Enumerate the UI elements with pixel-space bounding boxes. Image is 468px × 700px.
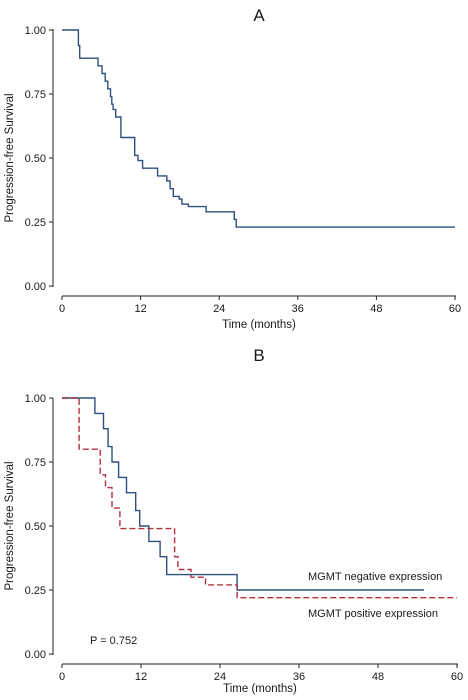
survival-curve-overall — [62, 29, 455, 228]
panel-b-x-ticks: 0 12 24 36 48 60 — [59, 664, 463, 683]
y-tick-label: 0.00 — [25, 281, 46, 293]
panel-b-x-axis-title: Time (months) — [223, 683, 297, 695]
panel-b-y-ticks: 0.00 0.25 0.50 0.75 1.00 — [25, 393, 53, 661]
x-tick-label: 0 — [59, 671, 65, 683]
x-tick-label: 60 — [449, 303, 461, 315]
legend-label-mgmt-positive: MGMT positive expression — [308, 608, 438, 620]
x-tick-label: 12 — [134, 303, 146, 315]
panel-a-y-ticks: 0.00 0.25 0.50 0.75 1.00 — [25, 25, 53, 293]
panel-a-y-axis-title: Progression-free Survival — [4, 93, 16, 222]
panel-b: B 0.00 0.25 0.50 0.75 1.00 0 12 24 36 48 60 Time … — [4, 346, 463, 695]
legend-label-mgmt-negative: MGMT negative expression — [308, 571, 442, 583]
x-tick-label: 36 — [292, 303, 304, 315]
panel-b-series — [62, 397, 457, 599]
panel-a-x-ticks: 0 12 24 36 48 60 — [59, 296, 461, 315]
y-tick-label: 1.00 — [25, 393, 46, 405]
y-tick-label: 0.25 — [25, 585, 46, 597]
panel-a-title: A — [253, 6, 265, 25]
x-tick-label: 24 — [213, 303, 225, 315]
panel-a-x-axis-title: Time (months) — [222, 319, 296, 331]
x-tick-label: 48 — [372, 671, 384, 683]
panel-a: A 0.00 0.25 0.50 0.75 1.00 0 12 24 36 48 60 Time … — [4, 6, 461, 331]
survival-curve-mgmt-positive-expression — [62, 397, 457, 599]
panel-b-y-axis-title: Progression-free Survival — [4, 461, 16, 590]
x-tick-label: 48 — [370, 303, 382, 315]
y-tick-label: 0.75 — [25, 457, 46, 469]
y-tick-label: 0.75 — [25, 89, 46, 101]
panel-b-title: B — [253, 346, 264, 365]
y-tick-label: 0.00 — [25, 649, 46, 661]
x-tick-label: 0 — [59, 303, 65, 315]
y-tick-label: 0.50 — [25, 153, 46, 165]
panel-a-series — [62, 29, 455, 228]
y-tick-label: 1.00 — [25, 25, 46, 37]
p-value-annotation: P = 0.752 — [90, 635, 137, 647]
survival-curve-mgmt-negative-expression — [62, 397, 425, 591]
x-tick-label: 12 — [135, 671, 147, 683]
y-tick-label: 0.50 — [25, 521, 46, 533]
y-tick-label: 0.25 — [25, 217, 46, 229]
x-tick-label: 60 — [451, 671, 463, 683]
x-tick-label: 24 — [214, 671, 226, 683]
x-tick-label: 36 — [293, 671, 305, 683]
